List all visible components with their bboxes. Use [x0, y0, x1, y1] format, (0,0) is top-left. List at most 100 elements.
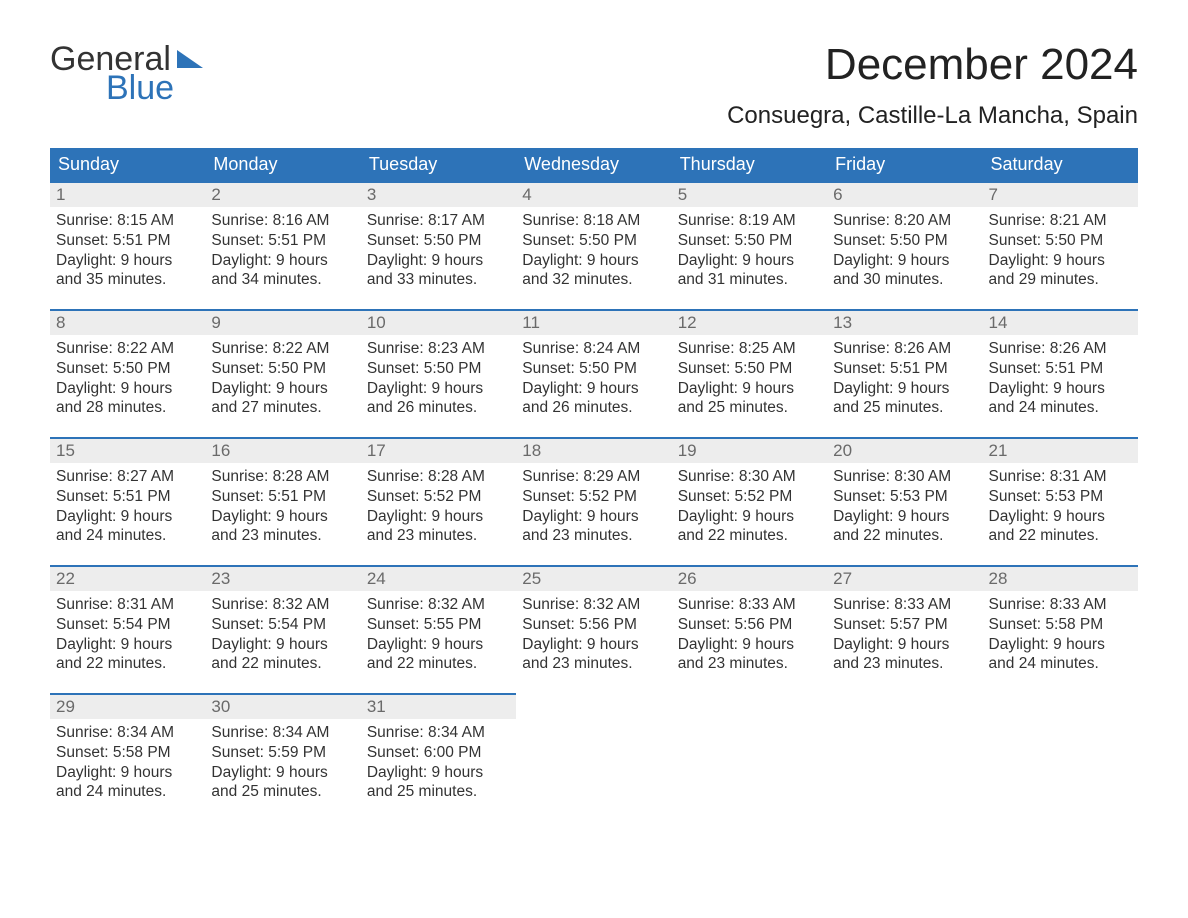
day-wrap: 2Sunrise: 8:16 AMSunset: 5:51 PMDaylight…	[205, 181, 360, 300]
day-sunset: Sunset: 5:59 PM	[211, 743, 354, 763]
day-dl2: and 25 minutes.	[211, 782, 354, 802]
day-wrap: 1Sunrise: 8:15 AMSunset: 5:51 PMDaylight…	[50, 181, 205, 300]
calendar-cell: 22Sunrise: 8:31 AMSunset: 5:54 PMDayligh…	[50, 565, 205, 693]
day-wrap: 28 Sunrise: 8:33 AMSunset: 5:58 PMDayligh…	[983, 565, 1138, 684]
day-number: 16	[205, 439, 360, 463]
day-wrap: 15Sunrise: 8:27 AMSunset: 5:51 PMDayligh…	[50, 437, 205, 556]
day-sunrise: Sunrise: 8:23 AM	[367, 339, 510, 359]
calendar-row: 22Sunrise: 8:31 AMSunset: 5:54 PMDayligh…	[50, 565, 1138, 693]
day-number: 19	[672, 439, 827, 463]
day-sunrise: Sunrise: 8:28 AM	[367, 467, 510, 487]
calendar-cell: 17Sunrise: 8:28 AMSunset: 5:52 PMDayligh…	[361, 437, 516, 565]
day-dl2: and 24 minutes.	[56, 526, 199, 546]
day-dl2: and 31 minutes.	[678, 270, 821, 290]
day-number: 7	[983, 183, 1138, 207]
day-body: Sunrise: 8:31 AMSunset: 5:54 PMDaylight:…	[50, 591, 205, 684]
day-wrap: 4Sunrise: 8:18 AMSunset: 5:50 PMDaylight…	[516, 181, 671, 300]
day-number: 23	[205, 567, 360, 591]
day-sunset: Sunset: 5:51 PM	[56, 231, 199, 251]
weekday-header: Friday	[827, 148, 982, 181]
calendar-cell: 31Sunrise: 8:34 AMSunset: 6:00 PMDayligh…	[361, 693, 516, 821]
day-sunrise: Sunrise: 8:26 AM	[989, 339, 1132, 359]
day-sunset: Sunset: 5:57 PM	[833, 615, 976, 635]
day-sunset: Sunset: 5:56 PM	[522, 615, 665, 635]
day-body: Sunrise: 8:34 AMSunset: 6:00 PMDaylight:…	[361, 719, 516, 812]
calendar-row: 29Sunrise: 8:34 AMSunset: 5:58 PMDayligh…	[50, 693, 1138, 821]
day-sunrise: Sunrise: 8:32 AM	[367, 595, 510, 615]
day-body: Sunrise: 8:26 AMSunset: 5:51 PMDaylight:…	[827, 335, 982, 428]
day-sunset: Sunset: 5:50 PM	[367, 231, 510, 251]
day-wrap: 23Sunrise: 8:32 AMSunset: 5:54 PMDayligh…	[205, 565, 360, 684]
day-sunset: Sunset: 5:50 PM	[211, 359, 354, 379]
calendar-cell: 25Sunrise: 8:32 AMSunset: 5:56 PMDayligh…	[516, 565, 671, 693]
calendar-cell: 12Sunrise: 8:25 AMSunset: 5:50 PMDayligh…	[672, 309, 827, 437]
day-dl1: Daylight: 9 hours	[211, 379, 354, 399]
day-dl2: and 25 minutes.	[833, 398, 976, 418]
day-sunrise: Sunrise: 8:33 AM	[989, 595, 1132, 615]
calendar-cell: 3Sunrise: 8:17 AMSunset: 5:50 PMDaylight…	[361, 181, 516, 309]
calendar-cell: 14Sunrise: 8:26 AMSunset: 5:51 PMDayligh…	[983, 309, 1138, 437]
day-dl2: and 22 minutes.	[367, 654, 510, 674]
day-sunset: Sunset: 5:55 PM	[367, 615, 510, 635]
calendar-table: Sunday Monday Tuesday Wednesday Thursday…	[50, 148, 1138, 821]
day-dl2: and 29 minutes.	[989, 270, 1132, 290]
day-number: 26	[672, 567, 827, 591]
calendar-cell: 1Sunrise: 8:15 AMSunset: 5:51 PMDaylight…	[50, 181, 205, 309]
day-sunset: Sunset: 5:50 PM	[522, 359, 665, 379]
day-dl2: and 23 minutes.	[367, 526, 510, 546]
day-number: 4	[516, 183, 671, 207]
day-wrap: 14Sunrise: 8:26 AMSunset: 5:51 PMDayligh…	[983, 309, 1138, 428]
day-dl1: Daylight: 9 hours	[211, 251, 354, 271]
day-sunset: Sunset: 5:58 PM	[989, 615, 1132, 635]
day-body: Sunrise: 8:18 AMSunset: 5:50 PMDaylight:…	[516, 207, 671, 300]
day-sunset: Sunset: 5:58 PM	[56, 743, 199, 763]
day-body: Sunrise: 8:23 AMSunset: 5:50 PMDaylight:…	[361, 335, 516, 428]
day-dl2: and 23 minutes.	[833, 654, 976, 674]
day-body: Sunrise: 8:25 AMSunset: 5:50 PMDaylight:…	[672, 335, 827, 428]
day-number: 18	[516, 439, 671, 463]
day-number: 2	[205, 183, 360, 207]
day-body: Sunrise: 8:32 AMSunset: 5:55 PMDaylight:…	[361, 591, 516, 684]
day-dl2: and 24 minutes.	[989, 398, 1132, 418]
calendar-cell: 29Sunrise: 8:34 AMSunset: 5:58 PMDayligh…	[50, 693, 205, 821]
day-number: 13	[827, 311, 982, 335]
day-body: Sunrise: 8:28 AMSunset: 5:52 PMDaylight:…	[361, 463, 516, 556]
day-dl2: and 24 minutes.	[56, 782, 199, 802]
calendar-cell: 11Sunrise: 8:24 AMSunset: 5:50 PMDayligh…	[516, 309, 671, 437]
day-wrap: 24Sunrise: 8:32 AMSunset: 5:55 PMDayligh…	[361, 565, 516, 684]
day-body: Sunrise: 8:31 AMSunset: 5:53 PMDaylight:…	[983, 463, 1138, 556]
day-dl1: Daylight: 9 hours	[833, 635, 976, 655]
day-sunset: Sunset: 5:53 PM	[989, 487, 1132, 507]
calendar-cell: 6Sunrise: 8:20 AMSunset: 5:50 PMDaylight…	[827, 181, 982, 309]
day-body: Sunrise: 8:19 AMSunset: 5:50 PMDaylight:…	[672, 207, 827, 300]
day-number: 22	[50, 567, 205, 591]
day-body: Sunrise: 8:34 AMSunset: 5:59 PMDaylight:…	[205, 719, 360, 812]
day-wrap: 19Sunrise: 8:30 AMSunset: 5:52 PMDayligh…	[672, 437, 827, 556]
day-sunset: Sunset: 5:50 PM	[678, 359, 821, 379]
day-sunrise: Sunrise: 8:19 AM	[678, 211, 821, 231]
day-body: Sunrise: 8:17 AMSunset: 5:50 PMDaylight:…	[361, 207, 516, 300]
day-number: 28	[983, 567, 1138, 591]
day-sunset: Sunset: 5:50 PM	[367, 359, 510, 379]
day-dl1: Daylight: 9 hours	[989, 635, 1132, 655]
day-dl2: and 23 minutes.	[678, 654, 821, 674]
weekday-header: Saturday	[983, 148, 1138, 181]
day-body: Sunrise: 8:30 AMSunset: 5:53 PMDaylight:…	[827, 463, 982, 556]
day-dl2: and 28 minutes.	[56, 398, 199, 418]
day-sunrise: Sunrise: 8:22 AM	[56, 339, 199, 359]
day-number: 30	[205, 695, 360, 719]
day-dl1: Daylight: 9 hours	[989, 507, 1132, 527]
day-dl2: and 22 minutes.	[989, 526, 1132, 546]
day-sunrise: Sunrise: 8:31 AM	[56, 595, 199, 615]
day-wrap: 22Sunrise: 8:31 AMSunset: 5:54 PMDayligh…	[50, 565, 205, 684]
calendar-cell: 24Sunrise: 8:32 AMSunset: 5:55 PMDayligh…	[361, 565, 516, 693]
day-wrap: 3Sunrise: 8:17 AMSunset: 5:50 PMDaylight…	[361, 181, 516, 300]
day-dl2: and 23 minutes.	[211, 526, 354, 546]
day-wrap: 18Sunrise: 8:29 AMSunset: 5:52 PMDayligh…	[516, 437, 671, 556]
day-dl1: Daylight: 9 hours	[56, 507, 199, 527]
day-wrap: 10Sunrise: 8:23 AMSunset: 5:50 PMDayligh…	[361, 309, 516, 428]
day-body: Sunrise: 8:30 AMSunset: 5:52 PMDaylight:…	[672, 463, 827, 556]
day-dl2: and 32 minutes.	[522, 270, 665, 290]
day-body: Sunrise: 8:24 AMSunset: 5:50 PMDaylight:…	[516, 335, 671, 428]
day-number: 11	[516, 311, 671, 335]
